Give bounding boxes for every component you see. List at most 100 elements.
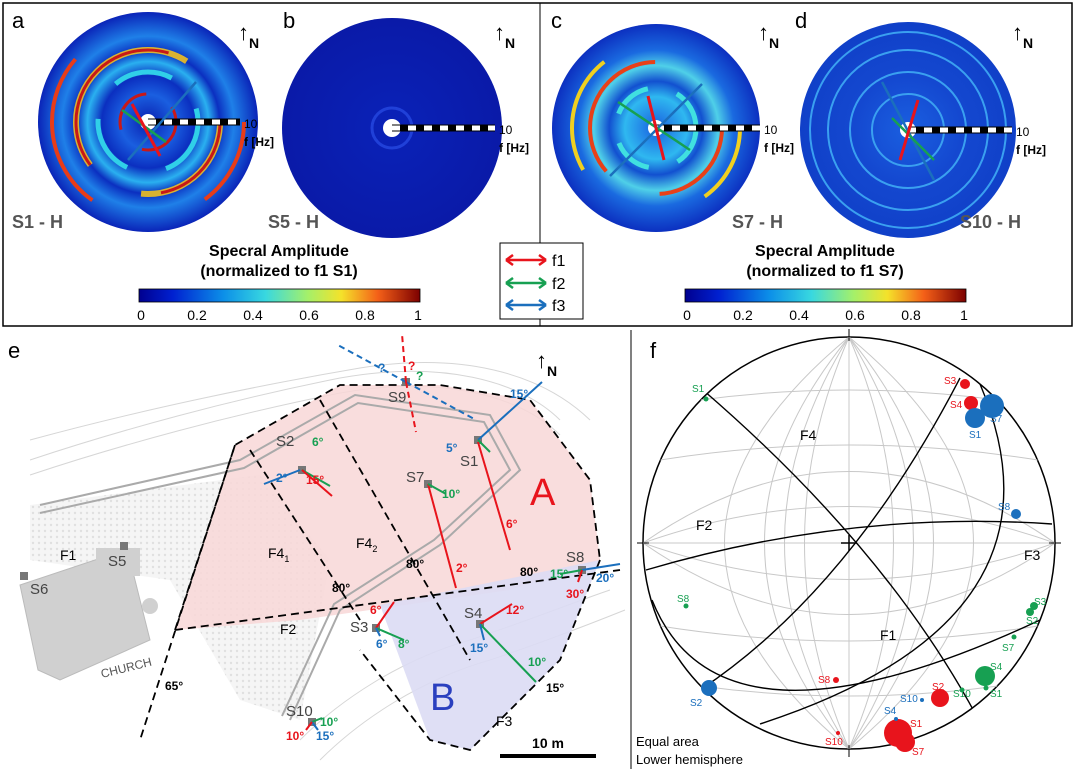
svg-text:F1: F1 <box>880 627 897 643</box>
panel-b: b 10 f [Hz] S5 - H ↑N <box>268 8 529 238</box>
svg-text:8°: 8° <box>398 637 410 651</box>
svg-text:F3: F3 <box>496 713 513 729</box>
north-arrow-map: ↑N <box>536 348 557 379</box>
arrow-f1-a <box>130 103 162 157</box>
svg-text:?: ? <box>408 359 415 373</box>
svg-text:Specral Amplitude: Specral Amplitude <box>209 243 349 260</box>
wall-lines <box>39 393 522 721</box>
svg-text:80°: 80° <box>332 581 350 595</box>
arrow-f3-a <box>127 81 197 161</box>
plane-f3 <box>759 383 1005 725</box>
projection-note-2: Lower hemisphere <box>636 752 743 767</box>
svg-text:f2: f2 <box>552 276 565 293</box>
svg-text:5°: 5° <box>446 441 458 455</box>
zone-b-label: B <box>430 677 455 719</box>
svg-text:12°: 12° <box>506 603 524 617</box>
fault-f3 <box>359 559 601 751</box>
svg-text:80°: 80° <box>406 557 424 571</box>
svg-text:S1: S1 <box>969 430 982 441</box>
svg-text:?: ? <box>378 361 385 375</box>
arrow-f2-d <box>891 117 935 161</box>
svg-text:10°: 10° <box>320 715 338 729</box>
svg-text:65°: 65° <box>165 679 183 693</box>
svg-text:15°: 15° <box>550 567 568 581</box>
svg-text:S10: S10 <box>286 703 313 720</box>
svg-text:20°: 20° <box>596 571 614 585</box>
svg-text:S10: S10 <box>825 737 843 748</box>
svg-text:0.8: 0.8 <box>901 307 921 323</box>
svg-text:S4: S4 <box>464 605 482 622</box>
church-building: CHURCH <box>19 548 158 681</box>
scale-axis-b: 10 f [Hz] <box>392 123 529 155</box>
svg-text:S4: S4 <box>884 706 897 717</box>
svg-text:S7: S7 <box>990 414 1003 425</box>
svg-text:S8: S8 <box>566 549 584 566</box>
svg-text:f3: f3 <box>552 298 565 315</box>
svg-text:0.6: 0.6 <box>845 307 865 323</box>
north-arrow-d: ↑N <box>1012 20 1033 51</box>
fault-f2 <box>174 569 621 631</box>
svg-text:f [Hz]: f [Hz] <box>764 141 794 155</box>
svg-text:S8: S8 <box>998 502 1011 513</box>
great-circles <box>645 377 1053 743</box>
svg-text:S2: S2 <box>276 433 294 450</box>
svg-text:F42: F42 <box>356 535 377 554</box>
panel-f-letter: f <box>650 338 657 363</box>
frequency-legend: f1 f2 f3 <box>499 242 584 320</box>
label-s1-h: S1 - H <box>12 212 63 232</box>
svg-text:f [Hz]: f [Hz] <box>1016 143 1046 157</box>
svg-text:F41: F41 <box>268 545 289 564</box>
scale-axis-a: 10 f [Hz] <box>148 117 274 149</box>
north-arrow-b: ↑N <box>494 20 515 51</box>
svg-text:f [Hz]: f [Hz] <box>244 135 274 149</box>
svg-text:10: 10 <box>499 123 513 137</box>
top-frame <box>2 2 1073 327</box>
svg-text:S7: S7 <box>406 469 424 486</box>
svg-text:f1: f1 <box>552 253 565 270</box>
svg-text:S1: S1 <box>692 384 705 395</box>
svg-text:15°: 15° <box>470 641 488 655</box>
plane-f4 <box>699 377 961 691</box>
svg-text:0.4: 0.4 <box>789 307 809 323</box>
panel-d: d 10 f [Hz] S10 - H ↑N <box>795 8 1046 238</box>
svg-text:10°: 10° <box>286 729 304 743</box>
svg-text:S4: S4 <box>990 662 1003 673</box>
svg-text:0: 0 <box>137 307 145 323</box>
plane-f1 <box>702 389 991 743</box>
svg-text:0.2: 0.2 <box>733 307 753 323</box>
label-s7-h: S7 - H <box>732 212 783 232</box>
svg-text:?: ? <box>416 369 423 383</box>
angle-labels: 6° 2° 15° 15° 5° 6° 10° 2° 15° 20° 30° 6… <box>276 359 614 743</box>
stereonet-grid <box>643 337 1055 749</box>
svg-text:S7: S7 <box>1002 643 1015 654</box>
plane-f2 <box>645 520 1053 571</box>
scale-axis-d: 10 f [Hz] <box>908 125 1046 157</box>
svg-text:30°: 30° <box>566 587 584 601</box>
svg-text:(normalized to f1 S7): (normalized to f1 S7) <box>746 263 903 280</box>
zone-a-label: A <box>530 472 556 514</box>
north-arrow-c: ↑N <box>758 20 779 51</box>
station-s5-marker <box>120 542 128 550</box>
svg-text:F2: F2 <box>696 517 713 533</box>
label-s10-h: S10 - H <box>960 212 1021 232</box>
panel-a: a 10 f [Hz] S1 - H ↑N <box>12 8 274 232</box>
svg-text:15°: 15° <box>510 387 528 401</box>
arrow-f1-c <box>646 95 666 161</box>
label-s5-h: S5 - H <box>268 212 319 232</box>
svg-text:S4: S4 <box>950 400 963 411</box>
panel-c-letter: c <box>551 8 562 33</box>
svg-text:S3: S3 <box>1034 597 1047 608</box>
panel-f-stereonet: f F4 F2 F3 F1 <box>636 329 1061 767</box>
projection-note-1: Equal area <box>636 734 700 749</box>
svg-text:80°: 80° <box>520 565 538 579</box>
svg-text:15°: 15° <box>306 473 324 487</box>
colorbar-right: Specral Amplitude (normalized to f1 S7) … <box>683 243 968 323</box>
zone-b <box>380 560 600 750</box>
svg-text:S10: S10 <box>953 689 971 700</box>
svg-text:S2: S2 <box>932 682 945 693</box>
svg-text:6°: 6° <box>312 435 324 449</box>
svg-text:10 m: 10 m <box>532 735 564 751</box>
panel-c: c 10 f [Hz] S7 - H ↑N <box>551 8 794 232</box>
svg-text:S2: S2 <box>690 698 703 709</box>
station-s6-marker <box>20 572 28 580</box>
